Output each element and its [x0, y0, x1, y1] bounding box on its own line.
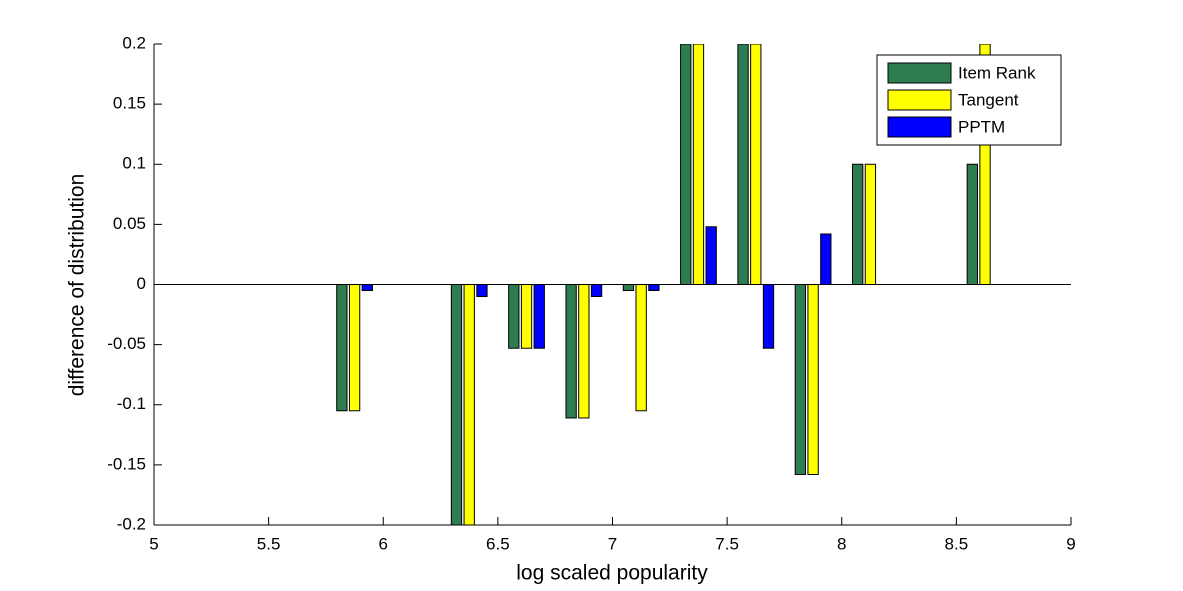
legend-label: Tangent — [958, 90, 1019, 109]
bar — [794, 284, 807, 475]
y-tick-label: 0.1 — [122, 154, 146, 173]
bar — [533, 284, 545, 349]
x-tick-label: 5 — [149, 534, 158, 553]
legend-swatch — [887, 62, 952, 84]
x-tick-label: 8 — [837, 534, 846, 553]
bar — [820, 233, 832, 285]
bar — [622, 284, 635, 292]
bar — [590, 284, 603, 298]
legend-label: Item Rank — [958, 63, 1036, 82]
bar — [476, 284, 488, 298]
y-tick-label: 0.2 — [122, 33, 146, 52]
y-tick-label: -0.1 — [117, 394, 146, 413]
bar — [680, 44, 692, 285]
bar — [762, 284, 775, 349]
bar — [705, 226, 717, 285]
legend-label: PPTM — [958, 117, 1005, 136]
bar — [450, 284, 463, 525]
bar — [508, 284, 520, 349]
bar — [565, 284, 577, 419]
y-tick-label: -0.15 — [107, 454, 146, 473]
bar — [578, 284, 590, 419]
bar — [864, 163, 877, 285]
bar — [635, 284, 647, 412]
legend-swatch — [887, 89, 952, 111]
x-tick-label: 7.5 — [715, 534, 739, 553]
bar — [348, 284, 361, 412]
y-tick-label: -0.05 — [107, 334, 146, 353]
x-tick-label: 7 — [608, 534, 617, 553]
x-tick-label: 9 — [1066, 534, 1075, 553]
bar — [966, 163, 978, 285]
y-tick-label: 0 — [137, 274, 146, 293]
legend-swatch — [887, 116, 952, 138]
bar — [852, 163, 864, 285]
bars — [336, 44, 991, 525]
x-tick-label: 5.5 — [257, 534, 281, 553]
bar — [807, 284, 819, 475]
y-tick-label: 0.15 — [113, 94, 146, 113]
x-axis-label: log scaled popularity — [516, 562, 708, 585]
x-tick-label: 6 — [379, 534, 388, 553]
y-axis-label: difference of distribution — [66, 174, 89, 397]
y-tick-label: 0.05 — [113, 214, 146, 233]
y-tick-label: -0.2 — [117, 514, 146, 533]
bar — [336, 284, 348, 412]
bar — [750, 44, 762, 285]
bar — [737, 44, 749, 285]
x-tick-label: 6.5 — [486, 534, 510, 553]
bar — [692, 44, 705, 285]
bar — [361, 284, 373, 292]
x-tick-label: 8.5 — [945, 534, 969, 553]
bar — [463, 284, 475, 525]
bar — [648, 284, 660, 292]
bar — [520, 284, 533, 349]
